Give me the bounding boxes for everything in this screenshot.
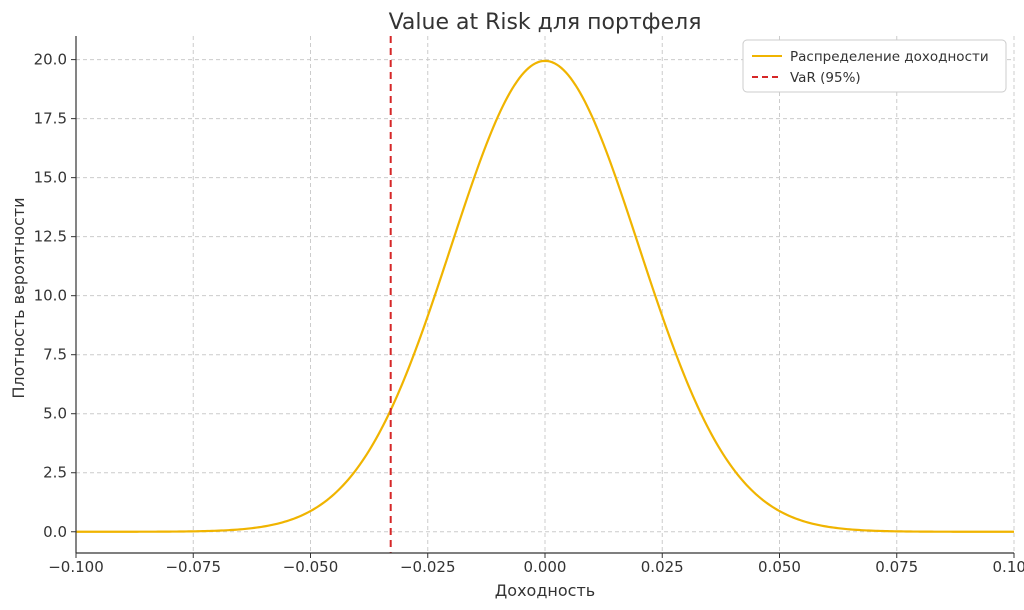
ticks: −0.100 −0.075 −0.050 −0.025 0.000 0.025 0.050 0… [34,51,1024,576]
distribution-curve [76,59,1014,533]
y-tick-label: 10.0 [34,287,67,305]
y-axis-label: Плотность вероятности [9,197,28,398]
x-tick-label: 0.100 [993,558,1024,576]
y-tick-label: 20.0 [34,51,67,69]
y-tick-label: 15.0 [34,169,67,187]
y-tick-label: 12.5 [34,228,67,246]
legend: Распределение доходности VaR (95%) [742,39,1007,93]
grid [75,36,1015,553]
y-tick-label: 2.5 [43,464,67,482]
x-tick-label: −0.050 [283,558,339,576]
x-tick-label: −0.075 [165,558,221,576]
legend-label-var: VaR (95%) [790,70,861,86]
legend-label-distribution: Распределение доходности [790,49,989,65]
y-tick-label: 17.5 [34,110,67,128]
y-tick-label: 5.0 [43,405,67,423]
x-tick-label: 0.050 [758,558,801,576]
x-tick-label: 0.075 [875,558,918,576]
x-tick-label: −0.025 [400,558,456,576]
y-tick-label: 0.0 [43,523,67,541]
plot-area [76,36,1014,553]
x-tick-label: 0.025 [641,558,684,576]
x-tick-label: −0.100 [48,558,104,576]
x-axis-label: Доходность [495,581,595,600]
y-tick-label: 7.5 [43,346,67,364]
chart-title: Value at Risk для портфеля [389,10,702,35]
legend-box [742,39,1007,93]
x-tick-label: 0.000 [524,558,567,576]
